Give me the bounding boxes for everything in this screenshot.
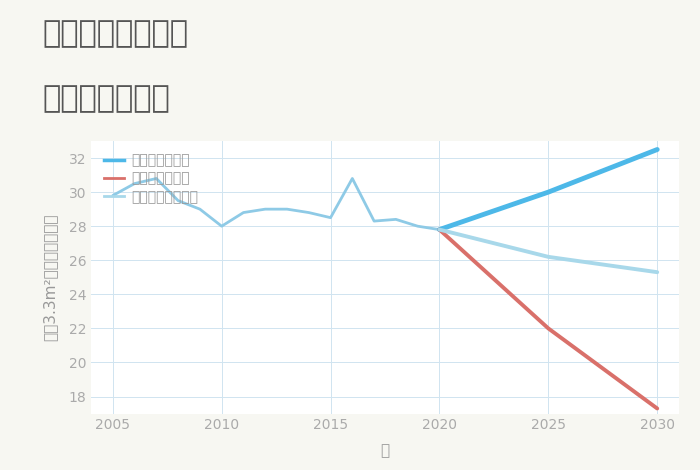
Text: 土地の価格推移: 土地の価格推移 [42, 85, 169, 114]
Y-axis label: 坪（3.3m²）単価（万円）: 坪（3.3m²）単価（万円） [42, 213, 57, 341]
Legend: グッドシナリオ, バッドシナリオ, ノーマルシナリオ: グッドシナリオ, バッドシナリオ, ノーマルシナリオ [98, 148, 204, 210]
Text: 千葉県市原市藪の: 千葉県市原市藪の [42, 19, 188, 48]
X-axis label: 年: 年 [380, 444, 390, 459]
